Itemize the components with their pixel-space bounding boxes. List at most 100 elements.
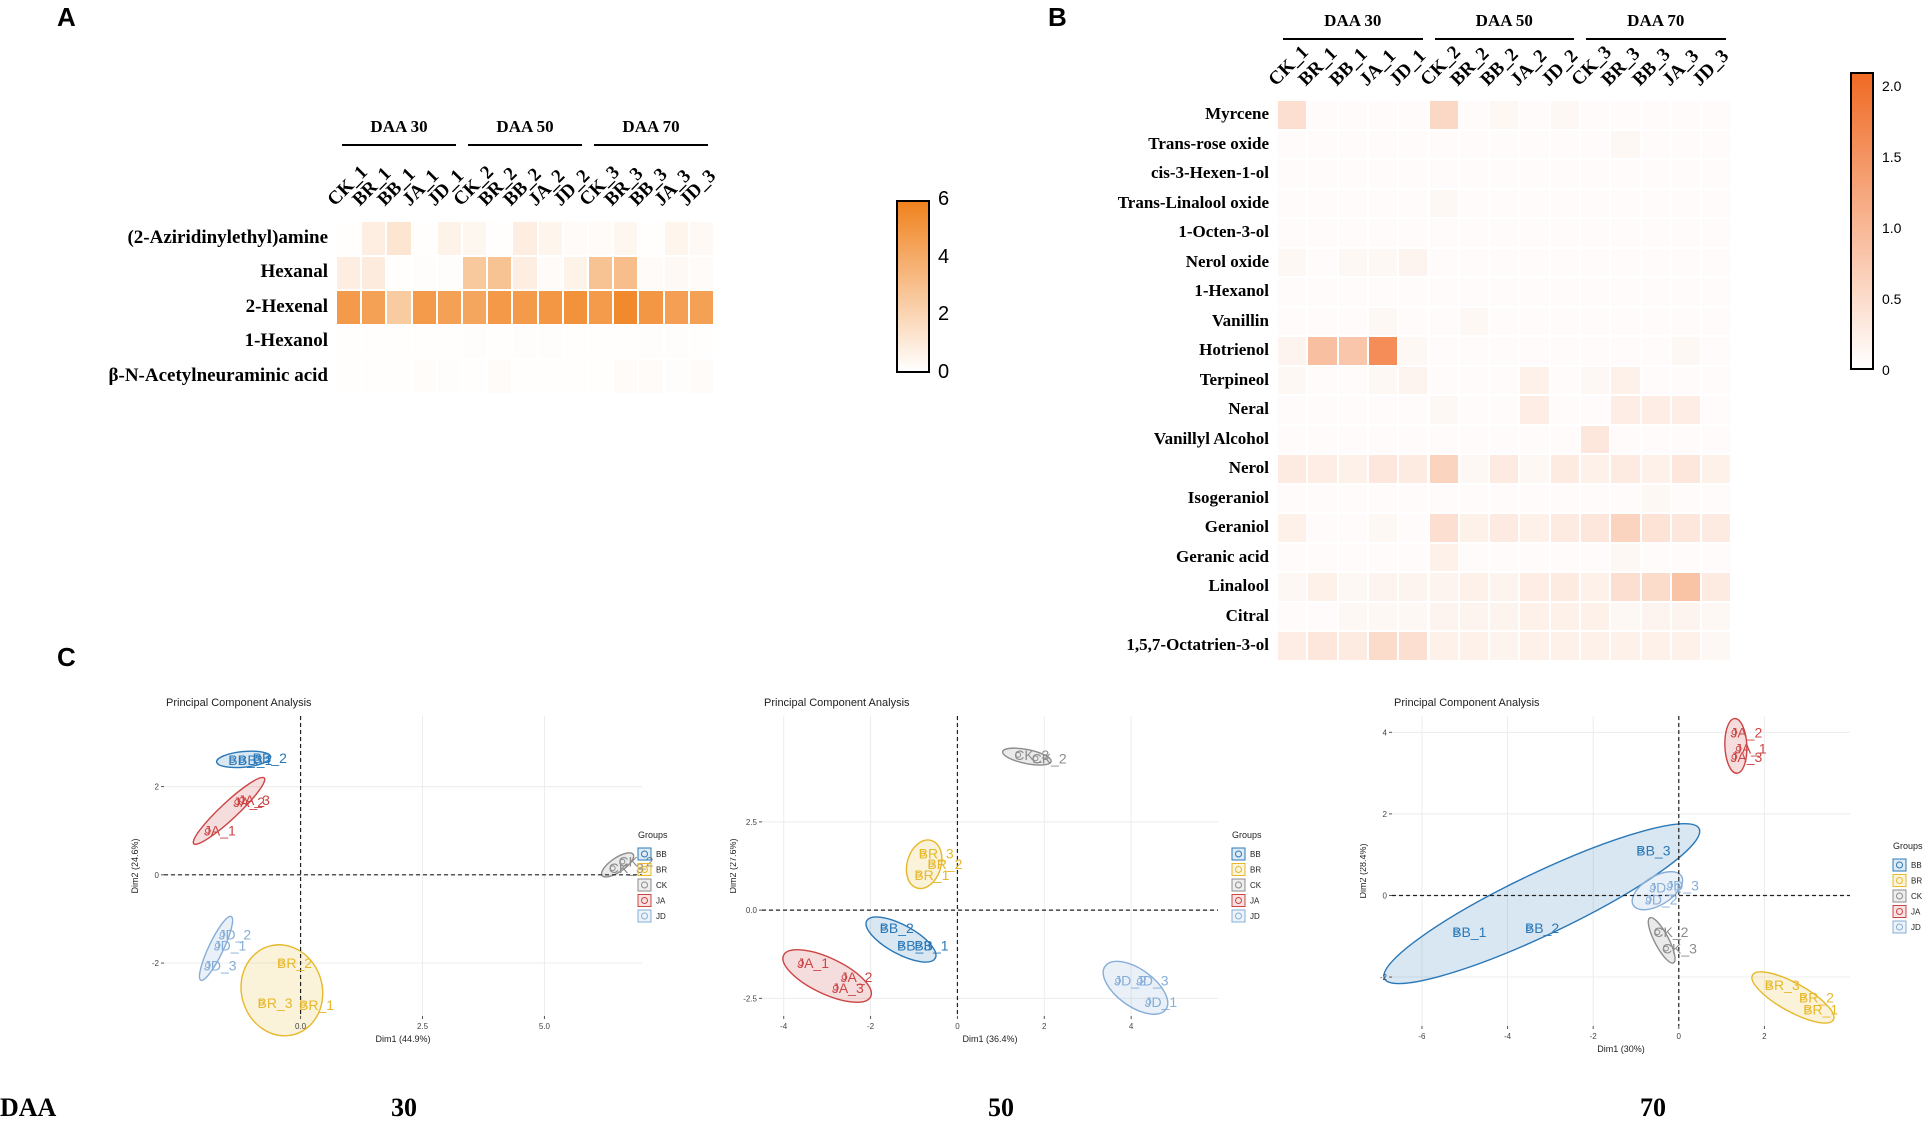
heatmap-cell (1702, 307, 1731, 335)
heatmap-cell (1278, 101, 1307, 129)
heatmap-cell (1581, 219, 1610, 247)
heatmap-cell (664, 256, 688, 289)
heatmap-cell (1641, 573, 1670, 601)
data-point (1735, 745, 1742, 752)
heatmap-cell (1399, 632, 1428, 660)
heatmap-cell (1550, 573, 1579, 601)
heatmap-cell (1611, 573, 1640, 601)
heatmap-row-label: Linalool (1208, 576, 1269, 596)
heatmap-cell (1671, 366, 1701, 394)
heatmap-cell (1490, 130, 1519, 158)
heatmap-cell (1399, 514, 1428, 542)
point-label: CK_3 (609, 860, 644, 876)
y-axis-label: Dim2 (28.4%) (1360, 843, 1368, 898)
panel-label-b: B (1048, 2, 1067, 32)
legend-key (1892, 920, 1907, 934)
heatmap-cell (1671, 514, 1701, 542)
legend-key-point (641, 912, 648, 920)
heatmap-cell (337, 222, 361, 255)
heatmap-cell (1611, 189, 1640, 217)
heatmap-cell (1702, 514, 1731, 542)
heatmap-cell (437, 325, 461, 358)
legend-label: BR (1250, 866, 1261, 875)
heatmap-cell (1308, 160, 1337, 188)
group-ellipse (1751, 971, 1835, 1024)
heatmap-cell (1278, 189, 1307, 217)
heatmap-cell (513, 291, 537, 324)
bottom-daa-70: 70 (1640, 1093, 1666, 1122)
heatmap-cell (488, 256, 512, 289)
heatmap-cell (1429, 248, 1458, 276)
heatmap-row-label: Myrcene (1205, 104, 1269, 124)
legend-label: JD (1911, 923, 1921, 932)
heatmap-cell (463, 222, 487, 255)
heatmap-cell (1308, 425, 1337, 453)
heatmap-cell (1702, 366, 1731, 394)
data-point (1765, 982, 1772, 989)
heatmap-cell (437, 222, 461, 255)
legend-key-point (1896, 923, 1903, 931)
x-tick-label: -2 (1590, 1032, 1598, 1041)
heatmap-cell (1641, 248, 1670, 276)
heatmap-cell (1490, 307, 1519, 335)
heatmap-cell (1399, 425, 1428, 453)
data-point (219, 931, 226, 938)
heatmap-cell (1702, 278, 1731, 306)
heatmap-cell (1520, 189, 1549, 217)
group-ellipse (1631, 870, 1684, 911)
heatmap-cell (1459, 101, 1489, 129)
heatmap-cell (1368, 543, 1398, 571)
data-point (915, 942, 922, 949)
heatmap-cell (1550, 307, 1579, 335)
heatmap-cell (1399, 248, 1428, 276)
heatmap-cell (1338, 396, 1367, 424)
legend-key-point (641, 850, 648, 858)
heatmap-cell (1671, 101, 1701, 129)
heatmap-cell (1429, 455, 1458, 483)
colorbar (896, 200, 930, 373)
heatmap-cell (1459, 573, 1489, 601)
x-tick-label: -6 (1418, 1032, 1426, 1041)
data-point (1115, 977, 1122, 984)
heatmap-cell (1338, 602, 1367, 630)
heatmap-cell (1399, 455, 1428, 483)
heatmap-cell (1671, 307, 1701, 335)
heatmap-cell (1459, 455, 1489, 483)
heatmap-cell (412, 291, 436, 324)
x-tick-label: 4 (1129, 1022, 1134, 1031)
legend-label: CK (1250, 881, 1262, 890)
heatmap-cell (1702, 396, 1731, 424)
heatmap-cell (1611, 278, 1640, 306)
heatmap-cell (1459, 514, 1489, 542)
data-point (1145, 998, 1152, 1005)
heatmap-cell (1550, 484, 1579, 512)
heatmap-group-label: DAA 50 (496, 117, 554, 136)
heatmap-row-label: Vanillin (1211, 310, 1269, 330)
heatmap-cell (1278, 248, 1307, 276)
heatmap-cell (1368, 248, 1398, 276)
heatmap-cell (563, 256, 587, 289)
heatmap-cell (1308, 484, 1337, 512)
heatmap-cell (1368, 130, 1398, 158)
data-point (919, 850, 926, 857)
legend-key (1892, 858, 1907, 872)
heatmap-cell (563, 325, 587, 358)
heatmap-cell (387, 325, 411, 358)
data-point (880, 924, 887, 931)
heatmap-cell (1368, 632, 1398, 660)
data-point (253, 755, 260, 761)
heatmap-cell (513, 256, 537, 289)
data-point (234, 799, 241, 805)
heatmap-row-label: Trans-Linalool oxide (1117, 192, 1269, 212)
heatmap-cell (513, 325, 537, 358)
legend-key-point (1896, 877, 1903, 884)
heatmap-cell (1368, 425, 1398, 453)
heatmap-cell (1429, 366, 1458, 394)
heatmap-cell (1550, 278, 1579, 306)
point-label: JD_2 (1114, 973, 1147, 989)
legend-key (1231, 878, 1246, 892)
panel-label-a: A (57, 2, 76, 32)
heatmap-cell (1399, 543, 1428, 571)
point-label: BB_2 (253, 750, 287, 766)
point-label: CK_3 (1662, 941, 1697, 957)
